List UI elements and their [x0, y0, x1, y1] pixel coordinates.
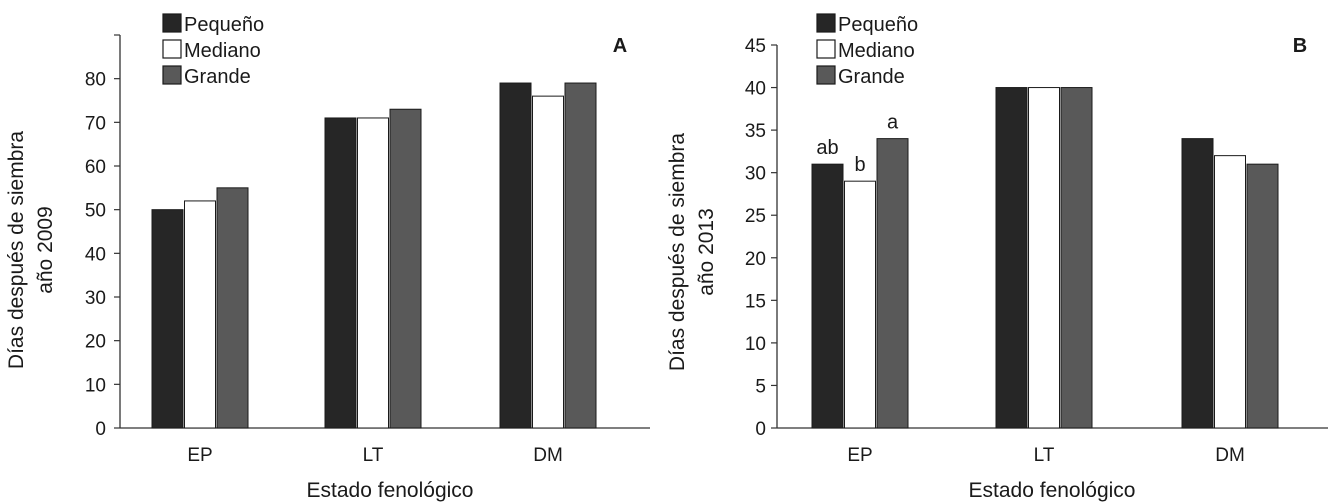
- y-tick-label: 35: [745, 121, 766, 142]
- y-tick-label: 5: [755, 376, 766, 397]
- y-axis-title: año 2013: [695, 208, 718, 296]
- y-tick-label: 50: [85, 201, 106, 222]
- bar-mediano-ep: [184, 200, 216, 429]
- y-tick-label: 30: [85, 288, 106, 309]
- bar-pequeno-lt: [324, 117, 357, 429]
- bar-pequeno-lt: [995, 87, 1028, 429]
- bar-pequeno-ep: [811, 163, 844, 429]
- y-tick-label: 25: [745, 206, 766, 227]
- bar-pequeno-dm: [1181, 138, 1214, 429]
- y-tick-label: 60: [85, 157, 106, 178]
- y-tick-label: 45: [745, 36, 766, 57]
- legend-swatch: [162, 65, 182, 85]
- x-tick-label: LT: [363, 445, 384, 466]
- x-tick-label: DM: [533, 445, 563, 466]
- bar-grande-ep: [216, 187, 249, 429]
- x-tick-label: EP: [187, 445, 212, 466]
- bar-pequeno-ep: [151, 209, 184, 429]
- bar-mediano-lt: [1028, 87, 1060, 429]
- legend-label: Pequeño: [838, 14, 918, 36]
- legend-swatch: [816, 39, 836, 59]
- y-axis-title: Días después de siembra: [5, 131, 28, 369]
- y-tick-label: 20: [85, 332, 106, 353]
- legend-swatch: [162, 39, 182, 59]
- x-axis-title: Estado fenológico: [969, 479, 1136, 502]
- significance-letter: b: [854, 154, 865, 176]
- y-tick-label: 15: [745, 291, 766, 312]
- legend-label: Grande: [838, 66, 905, 88]
- y-tick-label: 40: [85, 244, 106, 265]
- x-tick-label: DM: [1215, 445, 1245, 466]
- y-tick-label: 0: [95, 419, 106, 440]
- y-axis-title: año 2009: [34, 206, 57, 294]
- bar-grande-dm: [564, 82, 597, 429]
- bar-mediano-dm: [1214, 155, 1246, 429]
- y-tick-label: 10: [745, 334, 766, 355]
- bar-mediano-dm: [532, 95, 564, 429]
- y-tick-label: 10: [85, 375, 106, 396]
- bar-grande-ep: [876, 138, 909, 429]
- bar-grande-dm: [1246, 163, 1279, 429]
- significance-letter: ab: [816, 137, 838, 159]
- panel-label: A: [613, 35, 627, 57]
- y-tick-label: 0: [755, 419, 766, 440]
- y-axis-title: Días después de siembra: [666, 133, 689, 371]
- legend-label: Pequeño: [184, 14, 264, 36]
- legend-label: Mediano: [838, 40, 915, 62]
- y-tick-label: 40: [745, 79, 766, 100]
- y-tick-label: 70: [85, 113, 106, 134]
- x-tick-label: EP: [847, 445, 872, 466]
- significance-letter: a: [887, 112, 899, 134]
- y-tick-label: 20: [745, 249, 766, 270]
- bar-grande-lt: [1060, 87, 1093, 429]
- bar-grande-lt: [389, 108, 422, 429]
- x-axis-title: Estado fenológico: [307, 479, 474, 502]
- y-tick-label: 80: [85, 70, 106, 91]
- legend-label: Mediano: [184, 40, 261, 62]
- legend-label: Grande: [184, 66, 251, 88]
- bar-mediano-ep: [844, 180, 876, 429]
- x-tick-label: LT: [1034, 445, 1055, 466]
- y-tick-label: 30: [745, 164, 766, 185]
- bar-mediano-lt: [357, 117, 389, 429]
- bar-pequeno-dm: [499, 82, 532, 429]
- panel-label: B: [1293, 35, 1307, 57]
- legend-swatch: [816, 13, 836, 33]
- legend-swatch: [816, 65, 836, 85]
- legend-swatch: [162, 13, 182, 33]
- chart-panel-a: 0 10 20 30 40 50 60 70 80 EP LT DM Estado fenológico…: [5, 13, 650, 502]
